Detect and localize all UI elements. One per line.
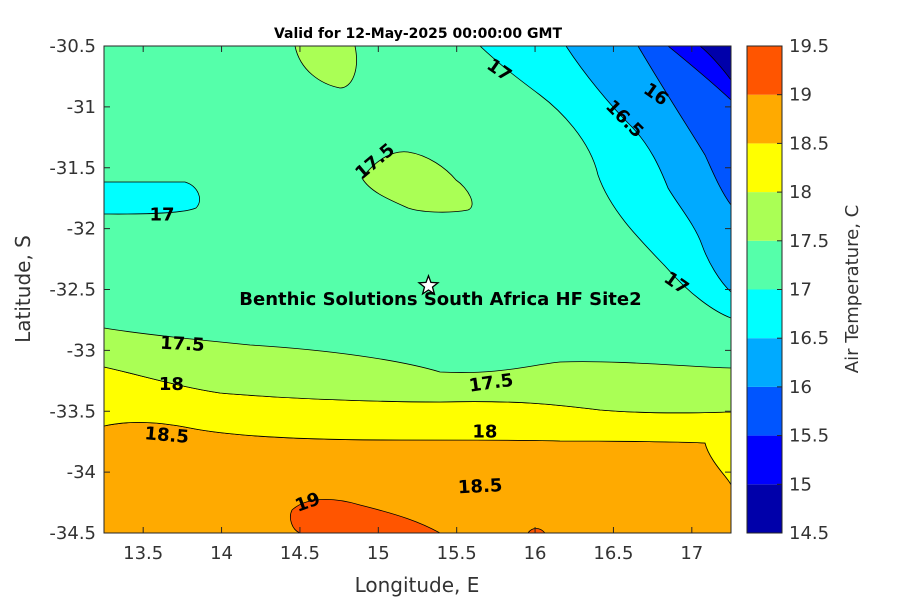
colorbar-tick-label: 18 xyxy=(789,182,812,203)
y-tick-label: -34.5 xyxy=(49,523,96,544)
site-marker: Benthic Solutions South Africa HF Site2 xyxy=(239,273,642,310)
x-tick-label: 16 xyxy=(524,543,547,564)
contour-label: 17.5 xyxy=(160,333,205,356)
colorbar-tick-label: 15 xyxy=(789,474,812,495)
colorbar-tick-label: 16 xyxy=(789,377,812,398)
colorbar-tick-label: 17 xyxy=(789,280,812,301)
y-tick-label: -31.5 xyxy=(49,158,96,179)
site-star-icon xyxy=(417,273,440,296)
colorbar: 14.5 15 15.5 16 16.5 17 17.5 18 18.5 19 19.5 xyxy=(746,36,829,544)
band-17-5-north-blob xyxy=(294,46,357,89)
y-axis: -30.5 -31 -31.5 -32 -32.5 -33 -33.5 -34 -34.5 xyxy=(49,36,731,544)
x-tick-label: 15 xyxy=(367,543,390,564)
colorbar-swatch xyxy=(747,289,782,339)
x-axis-title: Longitude, E xyxy=(355,573,480,597)
colorbar-swatch xyxy=(747,240,782,290)
x-tick-label: 15.5 xyxy=(437,543,477,564)
x-tick-label: 13.5 xyxy=(123,543,163,564)
x-tick-label: 16.5 xyxy=(593,543,633,564)
band-17-5-center-blob xyxy=(361,151,473,213)
band-19 xyxy=(290,499,441,533)
x-tick-label: 14 xyxy=(210,543,233,564)
colorbar-tick-label: 19.5 xyxy=(789,36,829,57)
colorbar-tick-label: 18.5 xyxy=(789,133,829,154)
contour-label: 18 xyxy=(159,374,184,395)
contour-label: 18.5 xyxy=(144,423,190,448)
band-16-5-west-blob xyxy=(104,181,200,215)
colorbar-tick-label: 17.5 xyxy=(789,231,829,252)
contour-label: 18 xyxy=(472,421,497,442)
colorbar-swatch xyxy=(747,435,782,485)
contour-label: 18.5 xyxy=(457,475,502,498)
y-tick-label: -33 xyxy=(67,340,96,361)
contour-label: 17 xyxy=(149,205,174,226)
y-tick-label: -30.5 xyxy=(49,36,96,57)
colorbar-swatch xyxy=(747,143,782,193)
colorbar-tick-label: 15.5 xyxy=(789,426,829,447)
colorbar-swatch xyxy=(747,46,782,95)
y-tick-label: -31 xyxy=(67,97,96,118)
colorbar-tick-label: 14.5 xyxy=(789,523,829,544)
colorbar-title: Air Temperature, C xyxy=(842,205,863,373)
y-tick-label: -34 xyxy=(67,462,96,483)
colorbar-swatch xyxy=(747,484,782,533)
chart-title: Valid for 12-May-2025 00:00:00 GMT xyxy=(274,26,562,42)
y-axis-title: Latitude, S xyxy=(11,235,35,343)
y-tick-label: -32 xyxy=(67,219,96,240)
band-14-5 xyxy=(699,46,731,81)
colorbar-swatch xyxy=(747,386,782,436)
colorbar-swatch xyxy=(747,94,782,144)
site-label: Benthic Solutions South Africa HF Site2 xyxy=(239,289,641,310)
band-15-5 xyxy=(637,46,731,206)
colorbar-swatch xyxy=(747,192,782,241)
colorbar-tick-label: 16.5 xyxy=(789,328,829,349)
y-tick-label: -33.5 xyxy=(49,401,96,422)
band-17-5-south xyxy=(104,327,731,414)
x-axis: 13.5 14 14.5 15 15.5 16 16.5 17 xyxy=(123,46,703,564)
colorbar-swatch xyxy=(747,338,782,387)
x-tick-label: 14.5 xyxy=(280,543,320,564)
x-tick-label: 17 xyxy=(680,543,703,564)
colorbar-tick-label: 19 xyxy=(789,85,812,106)
y-tick-label: -32.5 xyxy=(49,280,96,301)
